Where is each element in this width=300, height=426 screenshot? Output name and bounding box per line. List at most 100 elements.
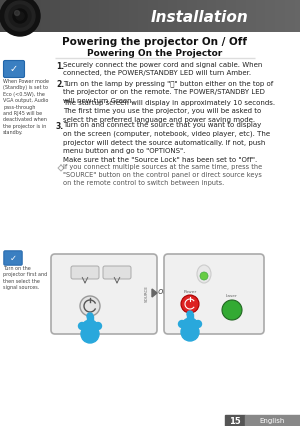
Bar (213, 0, 214, 32)
Circle shape (200, 272, 208, 280)
Bar (227, 0, 228, 32)
Bar (133, 0, 134, 32)
Bar (168, 0, 169, 32)
Bar (6, 0, 7, 32)
Bar (3, 0, 4, 32)
Bar (63, 0, 64, 32)
Bar (178, 0, 179, 32)
Bar (294, 0, 295, 32)
Circle shape (181, 295, 199, 313)
Bar (37, 0, 38, 32)
Bar (53, 0, 54, 32)
Bar (169, 0, 170, 32)
Bar (247, 0, 248, 32)
Bar (182, 0, 183, 32)
Bar (146, 0, 147, 32)
Bar (140, 0, 141, 32)
Bar (52, 0, 53, 32)
Bar (289, 0, 290, 32)
Bar (87, 316, 93, 330)
Bar (10, 0, 11, 32)
Bar (7, 0, 8, 32)
Bar (46, 0, 47, 32)
Bar (284, 0, 285, 32)
Bar (143, 0, 144, 32)
Bar (39, 0, 40, 32)
Bar (174, 0, 175, 32)
Bar (189, 0, 190, 32)
Bar (14, 0, 15, 32)
Bar (275, 0, 276, 32)
Bar (232, 0, 233, 32)
Bar (282, 0, 283, 32)
Bar (259, 0, 260, 32)
Bar (185, 0, 186, 32)
Bar (203, 0, 204, 32)
Circle shape (222, 300, 242, 320)
Bar (109, 0, 110, 32)
Circle shape (194, 320, 202, 328)
Bar (272, 0, 273, 32)
Bar (263, 0, 264, 32)
Bar (2, 0, 3, 32)
Bar (129, 0, 130, 32)
Bar (220, 0, 221, 32)
Bar (64, 0, 65, 32)
Bar (51, 0, 52, 32)
Bar (187, 0, 188, 32)
Bar (273, 0, 274, 32)
Bar (35, 0, 36, 32)
Bar (56, 0, 57, 32)
Bar (43, 0, 44, 32)
Bar (42, 0, 43, 32)
Bar (22, 0, 23, 32)
Bar (74, 0, 75, 32)
Bar (107, 0, 108, 32)
Bar (202, 0, 203, 32)
Bar (278, 0, 279, 32)
Bar (296, 0, 297, 32)
Bar (267, 0, 268, 32)
Circle shape (80, 296, 100, 316)
Text: SOURCE: SOURCE (145, 285, 149, 302)
Bar (116, 0, 117, 32)
Bar (50, 0, 51, 32)
Bar (164, 0, 165, 32)
Bar (165, 0, 166, 32)
Bar (197, 0, 198, 32)
Bar (249, 0, 250, 32)
Bar (32, 0, 33, 32)
Bar (225, 415, 245, 426)
Bar (256, 0, 257, 32)
Bar (9, 0, 10, 32)
Bar (293, 0, 294, 32)
Bar (40, 0, 41, 32)
Bar (283, 0, 284, 32)
FancyBboxPatch shape (4, 251, 22, 265)
Bar (25, 0, 26, 32)
Bar (262, 0, 263, 32)
Bar (255, 0, 256, 32)
Bar (286, 0, 287, 32)
Bar (163, 0, 164, 32)
Bar (155, 0, 156, 32)
Bar (34, 0, 35, 32)
Text: Turn on the
projector first and
then select the
signal sources.: Turn on the projector first and then sel… (3, 266, 47, 290)
Circle shape (14, 11, 20, 15)
Bar (108, 0, 109, 32)
Bar (246, 0, 247, 32)
Bar (79, 0, 80, 32)
Bar (99, 0, 100, 32)
Circle shape (187, 311, 193, 317)
Bar (26, 0, 27, 32)
Bar (103, 0, 104, 32)
Bar (241, 0, 242, 32)
Bar (257, 0, 258, 32)
Bar (285, 0, 286, 32)
Bar (205, 0, 206, 32)
Bar (260, 0, 261, 32)
Bar (172, 0, 173, 32)
Bar (208, 0, 209, 32)
Bar (248, 0, 249, 32)
Bar (101, 0, 102, 32)
